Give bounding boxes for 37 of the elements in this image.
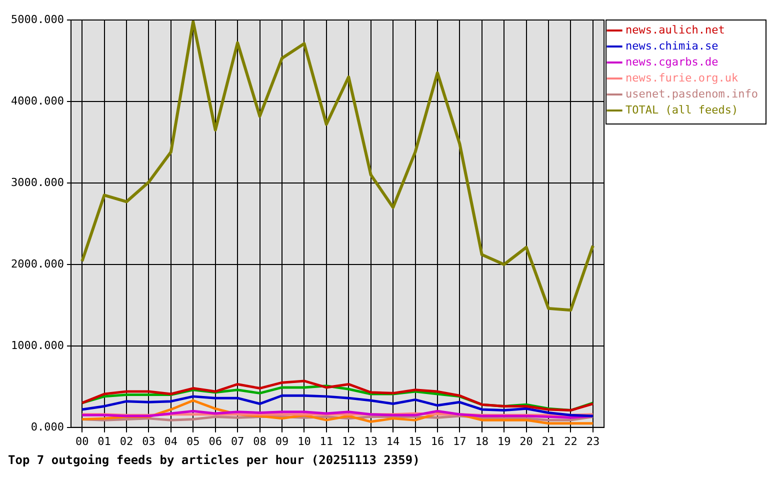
legend-label: news.furie.org.uk bbox=[626, 71, 739, 84]
x-tick-label: 08 bbox=[253, 434, 266, 448]
legend-label: news.aulich.net bbox=[626, 23, 725, 36]
y-tick-label: 3000.000 bbox=[10, 176, 64, 189]
x-tick-label: 23 bbox=[586, 434, 600, 448]
y-tick-label: 2000.000 bbox=[10, 257, 64, 270]
x-tick-label: 10 bbox=[298, 434, 311, 448]
x-tick-label: 03 bbox=[142, 434, 156, 448]
legend-label: news.cgarbs.de bbox=[626, 55, 718, 68]
x-tick-label: 20 bbox=[520, 434, 533, 448]
x-tick-label: 21 bbox=[542, 434, 556, 448]
x-tick-label: 07 bbox=[230, 434, 244, 448]
x-tick-label: 01 bbox=[98, 434, 111, 448]
y-tick-label: 4000.000 bbox=[10, 94, 64, 108]
x-tick-label: 00 bbox=[75, 434, 89, 448]
x-tick-label: 13 bbox=[364, 434, 378, 448]
legend-label: usenet.pasdenom.info bbox=[626, 87, 758, 100]
x-tick-label: 06 bbox=[208, 434, 222, 448]
y-tick-label: 1000.000 bbox=[10, 338, 64, 352]
x-tick-label: 15 bbox=[408, 434, 422, 448]
y-tick-label: 0.000 bbox=[30, 420, 64, 434]
legend-label: news.chimia.se bbox=[626, 39, 718, 52]
x-tick-label: 05 bbox=[186, 434, 200, 448]
x-tick-label: 16 bbox=[430, 434, 444, 448]
x-tick-label: 02 bbox=[120, 434, 134, 448]
x-tick-label: 19 bbox=[497, 434, 511, 448]
text: Top 7 outgoing feeds by articles per hour (20251113 2359) bbox=[8, 452, 420, 467]
x-tick-label: 09 bbox=[275, 434, 289, 448]
x-tick-label: 18 bbox=[475, 434, 489, 448]
x-tick-label: 11 bbox=[320, 434, 334, 448]
x-tick-label: 14 bbox=[386, 434, 400, 448]
x-tick-label: 12 bbox=[342, 434, 356, 448]
y-tick-label: 5000.000 bbox=[10, 12, 64, 26]
legend-label: TOTAL (all feeds) bbox=[626, 103, 738, 116]
x-tick-label: 04 bbox=[164, 434, 178, 448]
x-tick-label: 22 bbox=[564, 434, 578, 448]
x-tick-label: 17 bbox=[453, 434, 466, 448]
